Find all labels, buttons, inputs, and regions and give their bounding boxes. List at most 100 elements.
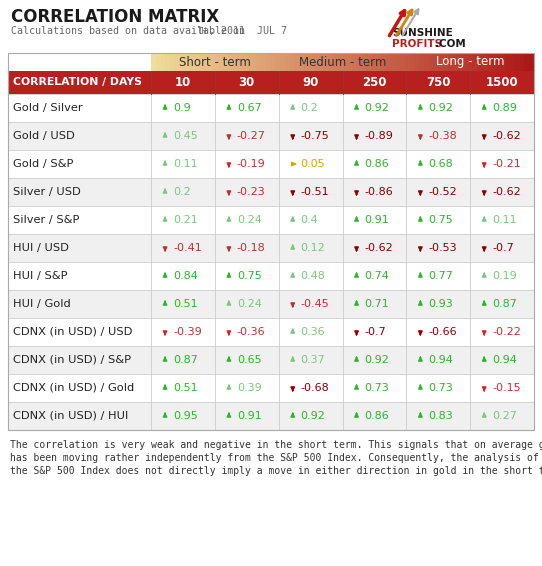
Bar [247,53,252,71]
Text: HUI / Gold: HUI / Gold [13,299,71,309]
Text: -0.38: -0.38 [428,131,457,141]
Bar [261,53,267,71]
Text: 0.75: 0.75 [428,215,453,225]
Bar [324,53,328,71]
Bar [8,318,534,346]
Text: 0.2: 0.2 [173,187,191,197]
Text: 0.9: 0.9 [173,103,191,113]
Bar [438,53,443,71]
Bar [333,53,338,71]
Text: -0.53: -0.53 [428,243,457,253]
Bar [343,53,348,71]
Text: 0.2: 0.2 [301,103,319,113]
Text: 0.87: 0.87 [173,355,198,365]
Bar [199,53,204,71]
Bar [491,53,496,71]
Bar [180,53,185,71]
Bar [481,53,487,71]
Text: -0.15: -0.15 [492,383,521,393]
Text: 0.51: 0.51 [173,383,198,393]
Text: 0.91: 0.91 [365,215,389,225]
Text: -0.86: -0.86 [365,187,393,197]
Bar [213,53,218,71]
Text: 0.86: 0.86 [365,159,389,169]
Bar [467,53,472,71]
Bar [500,53,506,71]
Text: 0.24: 0.24 [237,215,262,225]
Text: -0.66: -0.66 [428,327,457,337]
Bar [395,53,401,71]
Bar [381,53,386,71]
Bar [280,53,286,71]
Text: 0.87: 0.87 [492,299,517,309]
Bar [8,53,534,430]
Text: , 2011: , 2011 [209,26,245,36]
Bar [362,53,367,71]
Bar [419,53,424,71]
Text: Long - term: Long - term [436,55,505,68]
Text: 0.51: 0.51 [173,299,198,309]
Bar [304,53,309,71]
Text: 0.4: 0.4 [301,215,319,225]
Text: 0.95: 0.95 [173,411,198,421]
Text: 0.75: 0.75 [237,271,262,281]
Text: has been moving rather independently from the S&P 500 Index. Consequently, the a: has been moving rather independently fro… [10,453,539,463]
Text: -0.41: -0.41 [173,243,202,253]
Text: 0.93: 0.93 [428,299,453,309]
Bar [476,53,482,71]
Text: 0.71: 0.71 [365,299,389,309]
Bar [8,290,534,318]
Bar [251,53,257,71]
Bar [8,122,534,150]
Text: -0.62: -0.62 [492,187,521,197]
Bar [352,53,357,71]
Bar [237,53,242,71]
Text: 0.73: 0.73 [365,383,389,393]
Text: 0.92: 0.92 [365,355,389,365]
Text: -0.51: -0.51 [301,187,330,197]
Bar [347,53,353,71]
Bar [223,53,228,71]
Bar [357,53,362,71]
Bar [285,53,291,71]
Text: PROFITS: PROFITS [392,39,442,49]
Text: 0.92: 0.92 [428,103,453,113]
Bar [184,53,190,71]
Text: 0.68: 0.68 [428,159,453,169]
Text: 0.92: 0.92 [301,411,326,421]
Text: Calculations based on data available on  JUL 7: Calculations based on data available on … [11,26,287,36]
Bar [8,178,534,206]
Text: 90: 90 [302,76,319,89]
Text: -0.68: -0.68 [301,383,330,393]
Text: 0.84: 0.84 [173,271,198,281]
Bar [434,53,439,71]
Bar [8,402,534,430]
Text: -0.52: -0.52 [428,187,457,197]
Text: 30: 30 [238,76,255,89]
Text: 0.37: 0.37 [301,355,325,365]
Bar [170,53,176,71]
Text: 0.74: 0.74 [365,271,389,281]
Text: Gold / USD: Gold / USD [13,131,75,141]
Text: 1500: 1500 [486,76,518,89]
Bar [8,206,534,234]
Text: CORRELATION / DAYS: CORRELATION / DAYS [13,78,142,88]
Text: 0.48: 0.48 [301,271,326,281]
Text: 0.11: 0.11 [492,215,517,225]
Text: 0.65: 0.65 [237,355,261,365]
Bar [151,53,156,71]
Text: -0.75: -0.75 [301,131,330,141]
Text: 0.19: 0.19 [492,271,517,281]
Text: -0.22: -0.22 [492,327,521,337]
Bar [405,53,410,71]
Bar [457,53,463,71]
Text: -0.62: -0.62 [365,243,393,253]
Text: 0.27: 0.27 [492,411,517,421]
Text: 0.36: 0.36 [301,327,325,337]
Text: -0.23: -0.23 [237,187,266,197]
Text: 0.21: 0.21 [173,215,198,225]
Bar [510,53,515,71]
Bar [520,53,525,71]
Bar [424,53,429,71]
Bar [525,53,530,71]
